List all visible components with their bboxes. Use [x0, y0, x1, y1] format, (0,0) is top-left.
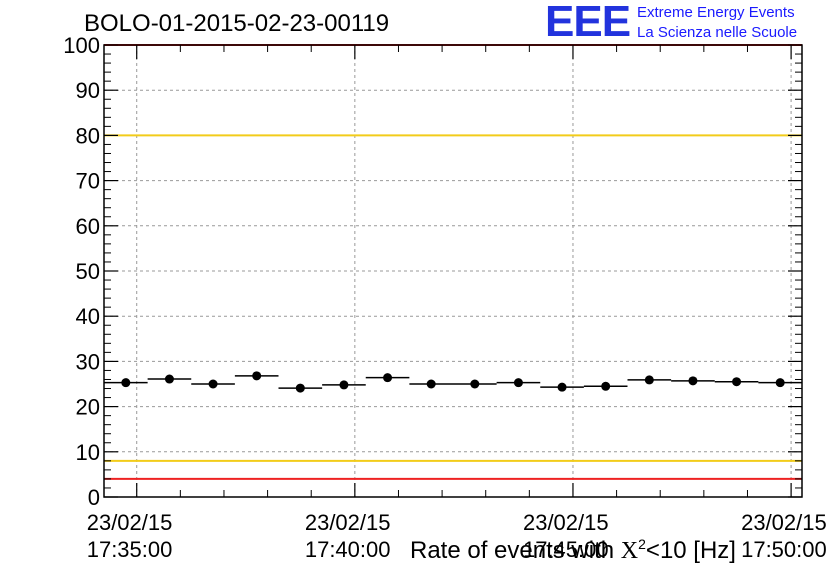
plot-title: BOLO-01-2015-02-23-00119	[84, 10, 390, 37]
y-tick-label: 70	[76, 169, 100, 194]
x-tick-label-date: 23/02/15	[523, 510, 609, 535]
logo-line-1: Extreme Energy Events	[637, 4, 795, 21]
data-point	[775, 378, 785, 388]
x-axis-title: Rate of events with X2<10 [Hz]	[410, 536, 736, 565]
y-tick-label: 30	[76, 349, 100, 374]
data-point	[732, 377, 742, 387]
x-tick-label-time: 17:50:00	[741, 537, 827, 562]
x-axis-title-suffix: <10 [Hz]	[645, 537, 736, 564]
data-point	[513, 378, 523, 388]
data-point	[164, 374, 174, 384]
data-points	[104, 371, 802, 393]
data-point	[339, 380, 349, 390]
data-point	[295, 383, 305, 393]
x-tick-labels: 23/02/1517:35:0023/02/1517:40:0023/02/15…	[87, 510, 827, 562]
y-tick-labels: 0 10 20 30 40 50 60 70 80 90 100	[63, 33, 100, 510]
data-point	[688, 376, 698, 386]
x-axis-title-prefix: Rate of events with	[410, 537, 621, 564]
data-point	[470, 379, 480, 389]
data-point	[208, 379, 218, 389]
x-tick-label-date: 23/02/15	[741, 510, 827, 535]
y-tick-label: 80	[76, 123, 100, 148]
y-tick-label: 40	[76, 304, 100, 329]
x-tick-label-time: 17:45:00	[523, 537, 609, 562]
data-point	[557, 382, 567, 392]
x-axis-title-symbol: X	[620, 538, 639, 564]
reference-lines	[104, 44, 802, 480]
data-point	[644, 375, 654, 385]
y-tick-label: 100	[63, 33, 100, 58]
x-tick-label-time: 17:40:00	[305, 537, 391, 562]
data-point	[426, 379, 436, 389]
x-tick-label-date: 23/02/15	[305, 510, 391, 535]
y-tick-label: 50	[76, 259, 100, 284]
eee-logo-mark: EEE	[545, 0, 631, 46]
y-tick-label: 10	[76, 440, 100, 465]
y-tick-label: 90	[76, 78, 100, 103]
data-point	[383, 373, 393, 383]
data-point	[121, 378, 131, 388]
eee-logo: EEE Extreme Energy Events La Scienza nel…	[545, 0, 835, 46]
x-tick-label-time: 17:35:00	[87, 537, 173, 562]
x-tick-label-date: 23/02/15	[87, 510, 173, 535]
x-axis-title-superscript: 2	[638, 536, 646, 552]
logo-line-2: La Scienza nelle Scuole	[637, 24, 798, 41]
grid-lines	[104, 45, 802, 497]
data-point	[601, 381, 611, 391]
axis-ticks	[104, 44, 802, 498]
y-tick-label: 0	[88, 485, 100, 510]
data-point	[252, 371, 262, 381]
y-tick-label: 60	[76, 214, 100, 239]
y-tick-label: 20	[76, 395, 100, 420]
